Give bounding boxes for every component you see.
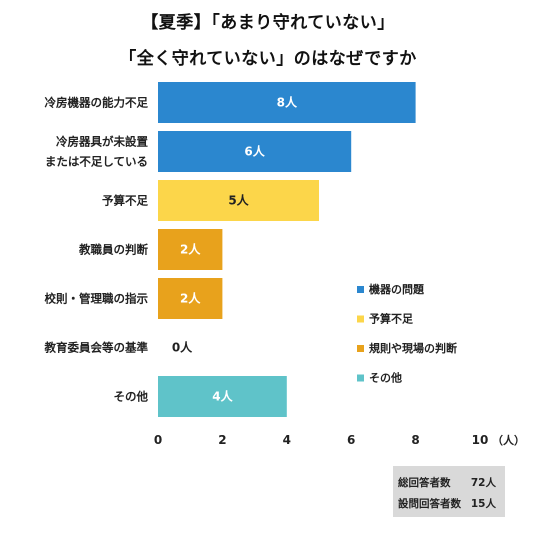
legend-swatch-1 bbox=[357, 315, 364, 323]
chart-title-line-1: 【夏季】「あまり守れていない」 bbox=[141, 13, 395, 33]
bar-3 bbox=[158, 229, 223, 270]
legend-label-1: 予算不足 bbox=[369, 312, 414, 326]
legend-swatch-2 bbox=[357, 345, 364, 352]
x-axis-unit-label: （人） bbox=[492, 433, 525, 447]
respondent-summary: 総回答者数 72人 設問回答者数 15人 bbox=[393, 466, 505, 517]
question-respondents-label: 設問回答者数 bbox=[398, 498, 461, 510]
category-label-3: 教職員の判断 bbox=[78, 243, 148, 257]
legend-swatch-3 bbox=[357, 374, 364, 382]
x-tick-label-2: 4 bbox=[283, 433, 291, 447]
x-tick-label-5: 10 bbox=[472, 433, 489, 447]
x-tick-label-3: 6 bbox=[347, 433, 355, 447]
bar-2 bbox=[158, 180, 319, 221]
total-respondents-label: 総回答者数 bbox=[398, 477, 451, 489]
category-label-2: 予算不足 bbox=[102, 194, 148, 208]
category-label-6: その他 bbox=[114, 390, 149, 404]
bar-value-label-2: 5人 bbox=[228, 193, 249, 208]
bar-value-label-3: 2人 bbox=[180, 242, 201, 257]
bar-4 bbox=[158, 278, 223, 319]
legend-swatch-0 bbox=[357, 286, 364, 293]
x-tick-label-0: 0 bbox=[154, 433, 162, 447]
x-tick-label-1: 2 bbox=[218, 433, 226, 447]
legend-label-2: 規則や現場の判断 bbox=[369, 341, 457, 355]
question-respondents-value: 15人 bbox=[470, 498, 496, 510]
bar-6 bbox=[158, 376, 287, 417]
bar-value-label-1: 6人 bbox=[244, 144, 265, 159]
category-label-5: 教育委員会等の基準 bbox=[44, 341, 149, 355]
x-tick-label-4: 8 bbox=[411, 433, 419, 447]
bar-value-label-5: 0人 bbox=[172, 340, 193, 355]
category-label-1-1: または不足している bbox=[45, 155, 148, 169]
bar-value-label-6: 4人 bbox=[212, 389, 233, 404]
legend-label-3: その他 bbox=[369, 371, 402, 385]
total-respondents-value: 72人 bbox=[470, 477, 496, 489]
bar-value-label-4: 2人 bbox=[180, 291, 201, 306]
total-respondents-row: 総回答者数 72人 bbox=[398, 474, 496, 492]
legend-label-0: 機器の問題 bbox=[369, 282, 425, 296]
question-respondents-row: 設問回答者数 15人 bbox=[398, 495, 496, 513]
chart-title-line-2: 「全く守れていない」のはなぜですか bbox=[119, 49, 417, 69]
bar-value-label-0: 8人 bbox=[277, 95, 298, 110]
bar-0 bbox=[158, 82, 416, 123]
category-label-4: 校則・管理職の指示 bbox=[45, 292, 149, 306]
category-label-0: 冷房機器の能力不足 bbox=[45, 96, 149, 110]
category-label-1-0: 冷房器具が未設置 bbox=[56, 135, 148, 149]
bar-1 bbox=[158, 131, 352, 172]
